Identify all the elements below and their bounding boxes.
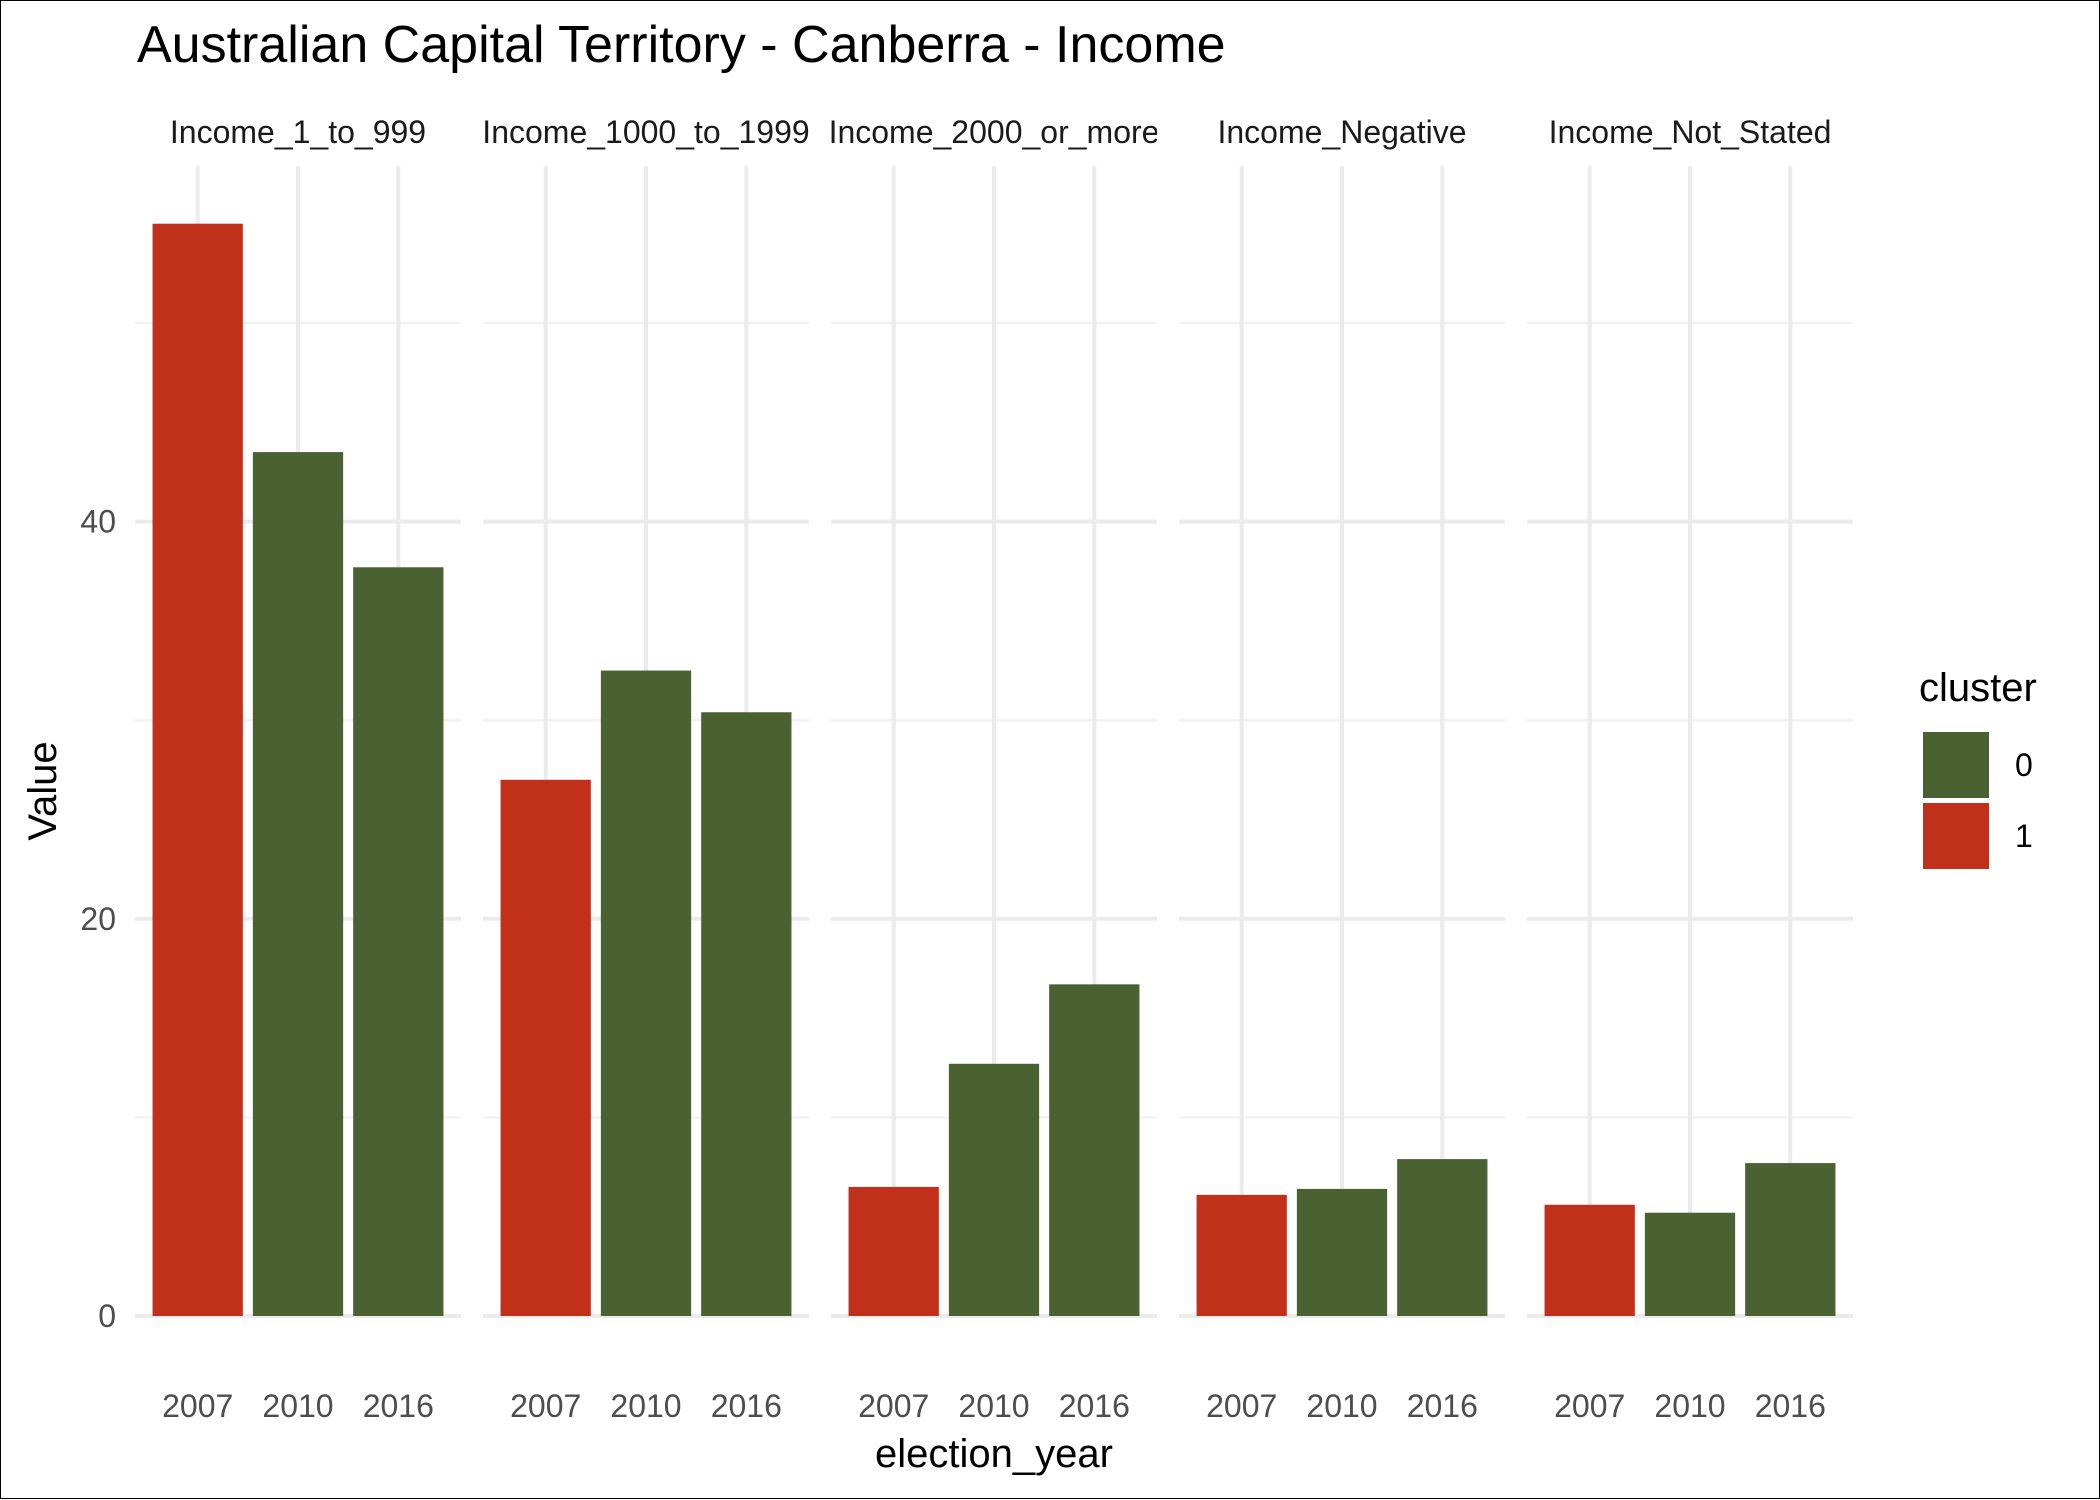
bar xyxy=(600,670,692,1316)
facet-strip-label: Income_1000_to_1999 xyxy=(482,114,809,150)
bar xyxy=(701,712,792,1316)
x-axis-title: election_year xyxy=(875,1432,1113,1476)
x-tick-label: 2007 xyxy=(1206,1388,1277,1424)
facet-panel: 2007 2010 2016 Income_1_to_999 xyxy=(135,114,461,1424)
legend: cluster 0 1 xyxy=(1919,666,2037,869)
bar xyxy=(1644,1212,1736,1316)
bar xyxy=(1397,1159,1488,1316)
bar xyxy=(1296,1188,1388,1316)
x-tick-label: 2007 xyxy=(510,1388,581,1424)
y-tick-label: 40 xyxy=(80,504,116,540)
bar xyxy=(252,452,344,1317)
bar xyxy=(1049,984,1140,1316)
y-axis-title: Value xyxy=(21,741,65,840)
x-tick-label: 2010 xyxy=(1306,1388,1377,1424)
x-tick-label: 2010 xyxy=(262,1388,333,1424)
legend-label: 1 xyxy=(2015,818,2033,854)
facet-strip-label: Income_Not_Stated xyxy=(1549,114,1832,150)
facet-strip-label: Income_2000_or_more xyxy=(829,114,1160,150)
facet-panel: 2007 2010 2016 Income_Not_Stated xyxy=(1527,114,1853,1424)
facet-strip-label: Income_Negative xyxy=(1217,114,1466,150)
bar xyxy=(848,1186,939,1316)
legend-key xyxy=(1923,732,1989,798)
y-tick-label: 0 xyxy=(98,1298,116,1334)
y-tick-label: 20 xyxy=(80,901,116,937)
facet-panels: 2007 2010 2016 Income_1_to_999 2007 2010 2016 I… xyxy=(135,114,1853,1424)
x-tick-label: 2016 xyxy=(363,1388,434,1424)
legend-key xyxy=(1923,803,1989,869)
facet-panel: 2007 2010 2016 Income_2000_or_more xyxy=(829,114,1160,1424)
x-tick-label: 2010 xyxy=(958,1388,1029,1424)
bar xyxy=(500,779,591,1316)
x-tick-label: 2016 xyxy=(1059,1388,1130,1424)
x-tick-label: 2010 xyxy=(610,1388,681,1424)
bar xyxy=(1196,1194,1287,1316)
y-axis: 0 20 40 xyxy=(80,504,116,1334)
bar xyxy=(353,567,444,1316)
x-tick-label: 2016 xyxy=(1407,1388,1478,1424)
bar xyxy=(948,1063,1040,1316)
bar xyxy=(1544,1204,1635,1316)
facet-panel: 2007 2010 2016 Income_1000_to_1999 xyxy=(482,114,809,1424)
bar xyxy=(152,223,243,1317)
facet-strip-label: Income_1_to_999 xyxy=(170,114,426,150)
x-tick-label: 2007 xyxy=(858,1388,929,1424)
legend-title: cluster xyxy=(1919,666,2037,710)
legend-label: 0 xyxy=(2015,747,2033,783)
facet-panel: 2007 2010 2016 Income_Negative xyxy=(1179,114,1505,1424)
bar xyxy=(1745,1163,1836,1316)
x-tick-label: 2010 xyxy=(1654,1388,1725,1424)
chart-title: Australian Capital Territory - Canberra … xyxy=(137,16,1226,74)
x-tick-label: 2007 xyxy=(1554,1388,1625,1424)
x-tick-label: 2007 xyxy=(162,1388,233,1424)
x-tick-label: 2016 xyxy=(1755,1388,1826,1424)
x-tick-label: 2016 xyxy=(711,1388,782,1424)
